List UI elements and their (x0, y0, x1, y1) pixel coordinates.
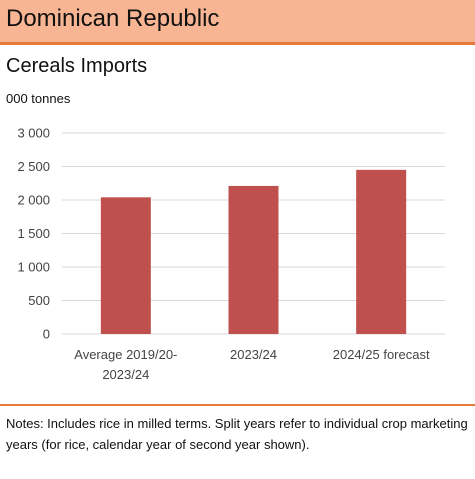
y-tick-label: 1 000 (17, 260, 50, 275)
bars (100, 169, 407, 334)
y-tick-label: 1 500 (17, 226, 50, 241)
bar (356, 169, 407, 334)
bar (228, 185, 279, 334)
x-axis-categories: Average 2019/20- 2023/24 2023/24 2024/25 fo… (74, 347, 430, 382)
x-category-label: Average 2019/20- (74, 347, 177, 362)
y-tick-label: 2 500 (17, 159, 50, 174)
y-axis-ticks: 0 500 1 000 1 500 2 000 2 500 3 000 (17, 126, 50, 342)
x-category-label: 2024/25 forecast (333, 347, 430, 362)
x-category-label: 2023/24 (230, 347, 277, 362)
chart-title: Cereals Imports (6, 55, 148, 77)
x-category-label: 2023/24 (102, 367, 149, 382)
bar-chart: 0 500 1 000 1 500 2 000 2 500 3 000 Average 20… (17, 126, 445, 382)
bar (100, 197, 151, 334)
notes-divider (0, 404, 475, 406)
y-tick-label: 0 (43, 327, 50, 342)
y-tick-label: 2 000 (17, 193, 50, 208)
unit-label: 000 tonnes (6, 91, 71, 106)
y-tick-label: 3 000 (17, 126, 50, 141)
notes-text: Notes: Includes rice in milled terms. Sp… (6, 416, 468, 452)
header-banner: Dominican Republic (0, 0, 475, 45)
country-title: Dominican Republic (6, 5, 220, 32)
y-tick-label: 500 (28, 293, 50, 308)
